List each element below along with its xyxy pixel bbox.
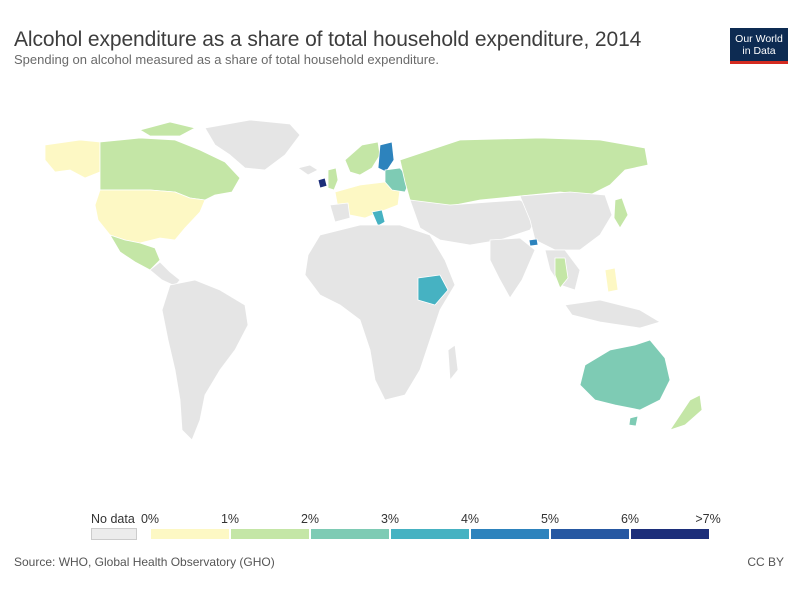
- legend-swatch-3[interactable]: [390, 528, 470, 540]
- country-india: [489, 237, 536, 299]
- legend-tick-7: >7%: [695, 512, 721, 526]
- indonesia: [564, 299, 661, 329]
- legend-tick-2: 2%: [300, 512, 320, 526]
- legend-tick-0: 0%: [140, 512, 160, 526]
- country-madagascar: [447, 344, 459, 381]
- iberia: [329, 202, 351, 223]
- legend-swatch-6[interactable]: [630, 528, 710, 540]
- country-usa: [94, 189, 206, 244]
- country-greenland: [204, 119, 301, 171]
- legend-no-data-swatch: [91, 528, 137, 540]
- philippines: [604, 267, 619, 293]
- legend-tick-3: 3%: [380, 512, 400, 526]
- world-map: [44, 119, 703, 441]
- country-thailand: [554, 257, 569, 289]
- legend-swatch-0[interactable]: [150, 528, 230, 540]
- country-alaska: [44, 139, 101, 179]
- country-iceland: [297, 164, 319, 176]
- country-ethiopia: [417, 274, 449, 306]
- country-uk: [327, 167, 339, 191]
- source-note[interactable]: Source: WHO, Global Health Observatory (…: [14, 555, 275, 569]
- africa: [304, 224, 456, 401]
- logo-line-2: in Data: [742, 45, 776, 57]
- country-norway-sweden: [344, 141, 381, 176]
- owid-logo[interactable]: Our World in Data: [730, 28, 788, 64]
- chart-subtitle: Spending on alcohol measured as a share …: [14, 52, 439, 67]
- legend-tick-5: 5%: [540, 512, 560, 526]
- east-asia: [519, 191, 613, 251]
- legend-tick-6: 6%: [620, 512, 640, 526]
- legend-tick-4: 4%: [460, 512, 480, 526]
- legend-swatch-4[interactable]: [470, 528, 550, 540]
- legend-swatch-2[interactable]: [310, 528, 390, 540]
- color-legend: No data 0% 1% 2% 3% 4% 5% 6% >7%: [0, 508, 800, 548]
- legend-swatch-5[interactable]: [550, 528, 630, 540]
- country-ireland: [317, 177, 328, 189]
- logo-line-1: Our World: [735, 33, 783, 45]
- country-tasmania: [628, 415, 639, 427]
- country-australia: [579, 339, 671, 411]
- country-bhutan: [528, 238, 539, 247]
- legend-swatch-1[interactable]: [230, 528, 310, 540]
- central-america: [149, 261, 181, 287]
- license-label[interactable]: CC BY: [747, 555, 784, 569]
- balkans: [371, 209, 386, 227]
- legend-tick-1: 1%: [220, 512, 240, 526]
- canada-islands: [139, 121, 196, 137]
- central-asia: [409, 199, 541, 246]
- country-japan: [613, 197, 629, 229]
- south-america: [161, 279, 249, 441]
- chart-title: Alcohol expenditure as a share of total …: [14, 28, 642, 51]
- country-finland: [377, 141, 395, 173]
- country-new-zealand: [669, 394, 703, 431]
- legend-no-data-label: No data: [91, 512, 135, 526]
- country-mexico: [109, 234, 161, 271]
